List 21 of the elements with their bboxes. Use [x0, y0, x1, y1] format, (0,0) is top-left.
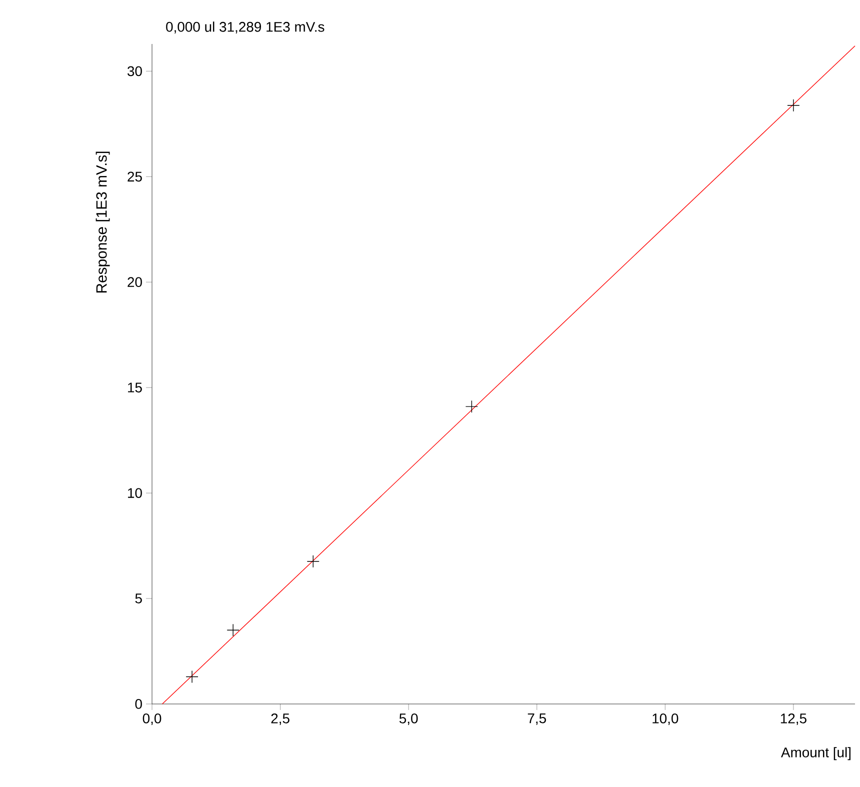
y-tick-label: 20 [128, 277, 142, 288]
y-tick-label: 15 [128, 382, 142, 392]
x-tick-label: 7,5 [528, 714, 546, 725]
y-tick-label: 25 [128, 172, 142, 182]
point [186, 670, 198, 684]
text: 0,000 ul 31,289 1E3 mV.s [166, 22, 324, 34]
x-tick-label: 0,0 [142, 713, 162, 726]
y-tick-label: 30 [128, 66, 142, 76]
y-tick-label: 10 [128, 488, 142, 498]
x-axis-title: Amount [ul] [780, 747, 850, 760]
x-tick-label: 12,5 [780, 713, 806, 726]
y-axis-title: Response [1E3 mV.s] [96, 152, 110, 293]
x-tick-label: 2,5 [271, 713, 290, 726]
x-tick-label: 10,0 [652, 713, 678, 726]
y-tick-label: 0 [135, 699, 142, 709]
point [226, 624, 240, 636]
x-tick-label: 5,0 [399, 713, 418, 726]
point [465, 400, 478, 413]
point [787, 99, 800, 112]
y-tick-label: 5 [135, 594, 142, 604]
point [306, 555, 320, 568]
